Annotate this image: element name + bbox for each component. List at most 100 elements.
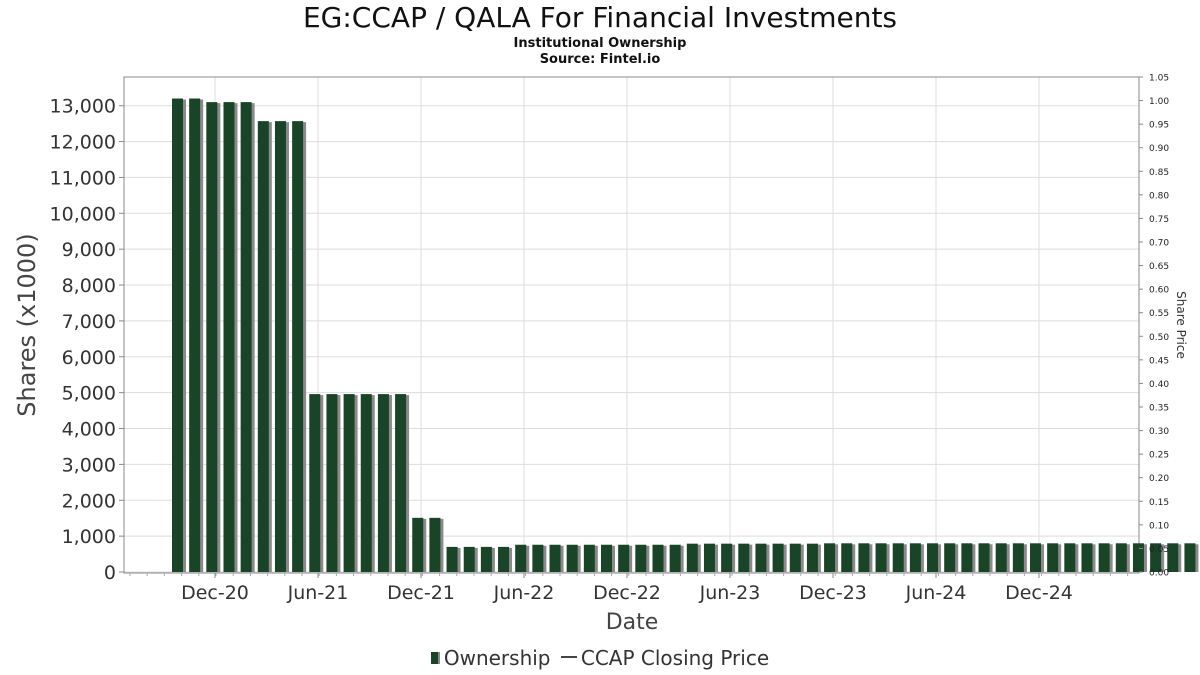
ownership-swatch xyxy=(430,652,440,664)
y2-tick-label: 0.90 xyxy=(1149,144,1169,154)
y2-tick-label: 0.80 xyxy=(1149,191,1169,201)
ownership-bar xyxy=(738,543,750,572)
ownership-bar xyxy=(1030,543,1041,572)
ownership-bar xyxy=(172,98,183,573)
y2-tick-label: 0.30 xyxy=(1149,427,1169,437)
ownership-bar xyxy=(927,543,939,572)
ownership-bar xyxy=(995,543,1007,572)
y2-tick-label: 1.00 xyxy=(1149,97,1169,107)
ownership-bar xyxy=(377,394,389,572)
x-tick-label: Jun-23 xyxy=(699,582,761,604)
ownership-bar xyxy=(635,544,647,572)
ownership-bar xyxy=(909,543,921,572)
x-tick-label: Dec-24 xyxy=(1005,582,1073,604)
ownership-bar xyxy=(652,544,664,572)
bar-shadow xyxy=(456,547,461,572)
ownership-bar xyxy=(892,543,904,572)
bar-shadow xyxy=(387,395,392,572)
y-tick-label: 8,000 xyxy=(62,275,116,297)
bar-shadow xyxy=(199,99,204,573)
ownership-bar xyxy=(806,543,818,572)
y-tick-label: 12,000 xyxy=(50,132,116,154)
bar-shadow xyxy=(250,103,255,572)
ownership-bar xyxy=(875,543,887,572)
bar-shadow xyxy=(542,545,547,572)
chart-subtitle: Institutional Ownership xyxy=(513,36,687,51)
bar-shadow xyxy=(816,544,821,572)
bar-shadow xyxy=(988,544,993,572)
ownership-bar xyxy=(566,544,578,572)
ownership-bar xyxy=(961,543,973,572)
ownership-bar xyxy=(309,394,321,572)
ownership-bar xyxy=(480,546,492,572)
y2-tick-label: 0.60 xyxy=(1149,286,1169,296)
bar-shadow xyxy=(216,103,221,572)
ownership-bar xyxy=(978,543,990,572)
ownership-bar xyxy=(395,394,407,572)
price-swatch xyxy=(560,656,577,658)
ownership-bar xyxy=(1150,543,1162,572)
y-tick-label: 11,000 xyxy=(50,167,116,189)
y2-tick-label: 0.15 xyxy=(1149,498,1169,508)
ownership-bar xyxy=(206,102,218,572)
bar-shadow xyxy=(1005,544,1010,572)
bar-shadow xyxy=(353,395,358,572)
legend-ownership[interactable]: Ownership xyxy=(430,646,551,670)
ownership-bar xyxy=(189,98,201,573)
bar-shadow xyxy=(748,544,753,572)
bar-shadow xyxy=(302,122,307,572)
bar-shadow xyxy=(731,544,736,572)
bar-shadow xyxy=(473,547,478,572)
x-axis-label: Date xyxy=(606,610,659,635)
legend-price[interactable]: CCAP Closing Price xyxy=(560,646,770,670)
bar-shadow xyxy=(182,99,186,573)
ownership-bar xyxy=(292,121,304,572)
ownership-bar xyxy=(618,544,630,572)
bar-shadow xyxy=(954,544,959,572)
ownership-bar xyxy=(755,543,767,572)
ownership-bar xyxy=(772,543,784,572)
bar-shadow xyxy=(1160,544,1165,572)
bar-shadow xyxy=(370,395,375,572)
ownership-bar xyxy=(515,544,527,572)
bar-shadow xyxy=(525,545,530,572)
ownership-bar xyxy=(446,546,458,572)
ownership-bar xyxy=(1064,543,1076,572)
ownership-bar xyxy=(583,544,595,572)
ownership-bars xyxy=(172,98,1199,573)
y-tick-label: 0 xyxy=(104,562,116,584)
y-tick-label: 13,000 xyxy=(50,96,116,118)
legend-price-label: CCAP Closing Price xyxy=(580,646,770,670)
bar-shadow xyxy=(696,544,701,572)
bar-shadow xyxy=(1091,544,1096,572)
ownership-bar xyxy=(1012,543,1024,572)
bar-shadow xyxy=(782,544,787,572)
ownership-bar xyxy=(789,543,801,572)
bar-shadow xyxy=(834,544,839,572)
y-axis-label: Shares (x1000) xyxy=(13,233,41,416)
y2-tick-label: 0.65 xyxy=(1149,262,1169,272)
ownership-bar xyxy=(326,394,338,572)
y-tick-label: 7,000 xyxy=(62,311,116,333)
y-tick-label: 9,000 xyxy=(62,239,116,261)
y2-axis-label: Share Price xyxy=(1174,291,1188,359)
bar-shadow xyxy=(851,544,856,572)
y2-tick-label: 0.05 xyxy=(1149,545,1169,555)
ownership-bar xyxy=(669,544,681,572)
bar-shadow xyxy=(902,544,907,572)
bar-shadow xyxy=(422,518,427,572)
y2-tick-label: 0.70 xyxy=(1149,239,1169,249)
x-tick-label: Dec-21 xyxy=(387,582,455,604)
bar-shadow xyxy=(628,545,633,572)
ownership-bar xyxy=(343,394,355,572)
y-tick-label: 3,000 xyxy=(62,454,116,476)
bar-shadow xyxy=(576,545,581,572)
bar-shadow xyxy=(1022,544,1027,572)
bar-shadow xyxy=(937,544,942,572)
ownership-bar xyxy=(1115,543,1127,572)
bar-shadow xyxy=(1125,544,1130,572)
ownership-bar xyxy=(686,543,698,572)
bar-shadow xyxy=(885,544,890,572)
bar-shadow xyxy=(645,545,650,572)
x-tick-label: Jun-22 xyxy=(493,582,555,604)
